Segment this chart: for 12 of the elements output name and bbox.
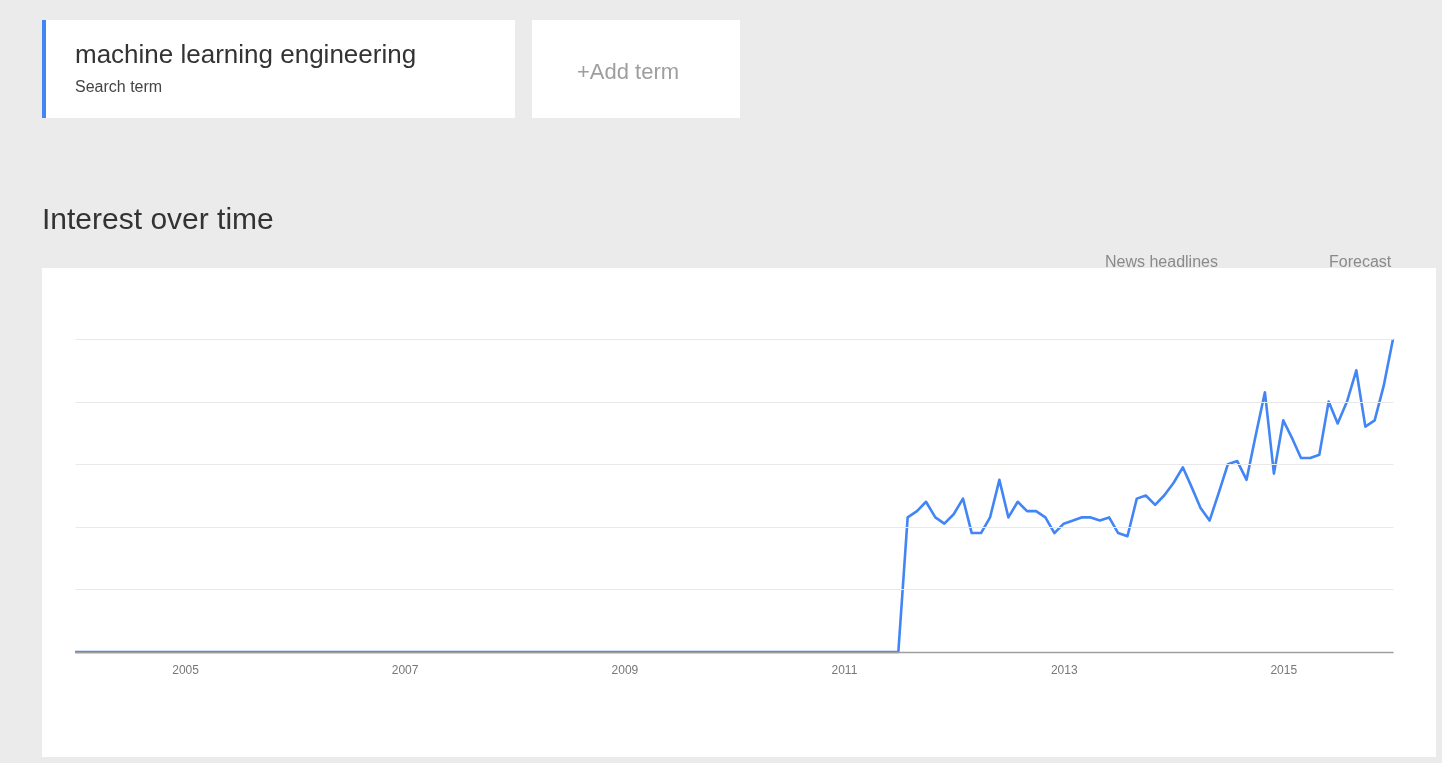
x-tick-label: 2007 bbox=[391, 662, 419, 677]
x-tick-label: 2015 bbox=[1270, 662, 1298, 677]
chart-title: Interest over time bbox=[42, 202, 274, 235]
x-tick-label: 2013 bbox=[1050, 662, 1078, 677]
text: Search term bbox=[75, 78, 163, 95]
x-tick-label: 2005 bbox=[172, 662, 200, 677]
x-tick-label: 2009 bbox=[611, 662, 639, 677]
text: machine learning engineering bbox=[75, 39, 417, 69]
text: +Add term bbox=[576, 59, 680, 84]
text: News headlines bbox=[1105, 253, 1218, 270]
x-tick-label: 2011 bbox=[831, 662, 858, 677]
text: Forecast bbox=[1329, 253, 1392, 270]
